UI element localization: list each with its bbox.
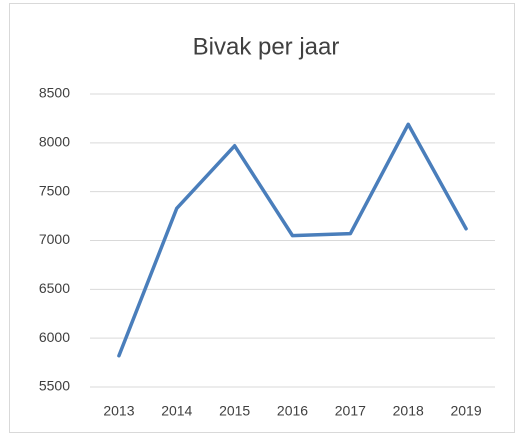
y-tick-label: 8000: [39, 134, 70, 150]
chart-title: Bivak per jaar: [193, 33, 340, 60]
y-tick-label: 5500: [39, 378, 70, 394]
x-tick-label: 2013: [103, 403, 134, 419]
x-tick-label: 2015: [219, 403, 250, 419]
x-tick-label: 2016: [277, 403, 308, 419]
y-tick-label: 7500: [39, 182, 70, 198]
y-tick-label: 8500: [39, 85, 70, 101]
y-tick-label: 6500: [39, 280, 70, 296]
y-tick-label: 7000: [39, 231, 70, 247]
chart-border: [9, 3, 515, 433]
data-line: [117, 122, 468, 358]
x-tick-label: 2018: [393, 403, 424, 419]
x-tick-label: 2019: [450, 403, 481, 419]
y-tick-label: 6000: [39, 329, 70, 345]
x-tick-label: 2014: [161, 403, 192, 419]
x-tick-label: 2017: [335, 403, 366, 419]
